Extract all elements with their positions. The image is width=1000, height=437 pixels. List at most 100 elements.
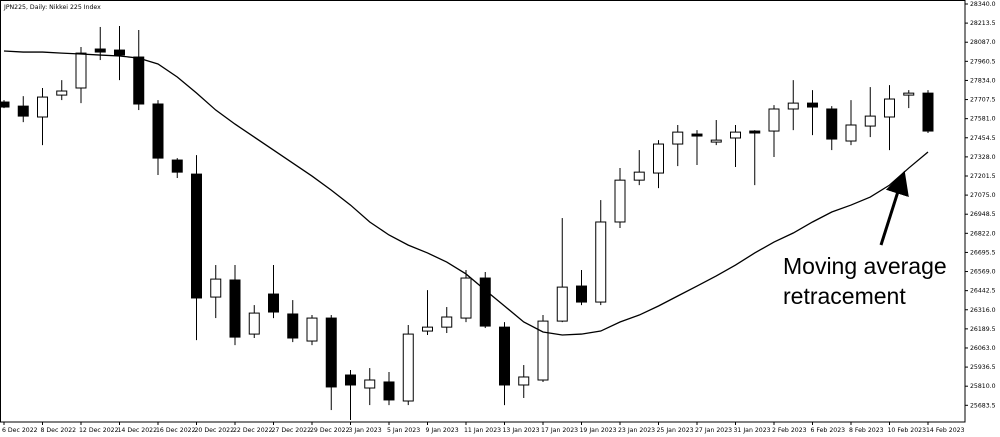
x-tick-label: 8 Dec 2022 [41,427,77,434]
y-tick-label: 26822.0 [970,230,996,237]
candle-body [383,381,395,401]
x-tick-label: 25 Jan 2023 [657,427,694,434]
annotation: Moving average [783,253,947,279]
x-tick-label: 6 Dec 2022 [2,427,38,434]
x-tick-label: 10 Feb 2023 [888,427,927,434]
y-tick-label: 28213.5 [970,20,996,27]
y-tick-label: 26695.5 [970,249,996,256]
x-tick-label: 14 Dec 2022 [118,427,158,434]
x-tick-label: 8 Feb 2023 [849,427,884,434]
candle-body [364,379,376,389]
candle-body [229,279,241,338]
candle-body [710,139,722,143]
y-tick-label: 28340.0 [970,1,996,8]
x-tick-label: 23 Jan 2023 [618,427,655,434]
y-tick-label: 27960.5 [970,58,996,65]
candle-body [903,92,915,96]
candle-body [749,130,761,134]
candle-body [807,102,818,108]
candle-body [922,92,934,132]
annotation-arrow [879,170,909,246]
plot-frame [0,0,966,423]
candle-body [576,285,587,303]
x-tick-label: 27 Dec 2022 [272,427,312,434]
candle-body [133,56,145,105]
candle-body [441,316,453,328]
x-tick-label: 6 Feb 2023 [811,427,846,434]
y-tick-label: 28087.0 [970,39,996,46]
y-tick-label: 26063.0 [970,345,996,352]
candle-body [248,312,260,335]
annotation: retracement [783,283,906,309]
x-tick-label: 19 Jan 2023 [580,427,617,434]
x-tick-label: 13 Jan 2023 [503,427,540,434]
y-tick-label: 27075.0 [970,192,996,199]
x-tick-label: 16 Dec 2022 [156,427,196,434]
candle-body [556,286,568,322]
plot-area [0,26,934,421]
candle-body [345,374,356,386]
candle-body [730,131,741,139]
y-tick-label: 25810.0 [970,383,996,390]
x-tick-label: 27 Jan 2023 [695,427,732,434]
candle-body [94,48,106,53]
candle-body [17,105,29,117]
candle-body [537,320,549,381]
candle-body [268,293,279,313]
candle-body [672,131,684,145]
x-tick-label: 12 Dec 2022 [79,427,119,434]
candle-body [826,108,838,140]
y-tick-label: 26569.0 [970,269,996,276]
candle-body [768,108,780,132]
candle-body [422,326,433,332]
candle-body [787,102,799,110]
y-tick-label: 26948.5 [970,211,996,218]
candle-body [691,133,703,137]
candle-body [56,90,68,96]
x-tick-label: 11 Jan 2023 [464,427,501,434]
candle-body [402,333,414,402]
x-tick-label: 14 Feb 2023 [926,427,965,434]
x-tick-label: 31 Jan 2023 [734,427,771,434]
y-tick-label: 27454.5 [970,135,996,142]
candle-body [210,278,222,298]
candle-body [152,103,164,159]
candle-body [518,376,530,386]
y-tick-label: 27201.5 [970,173,996,180]
x-tick-label: 3 Jan 2023 [349,427,382,434]
x-tick-label: 17 Jan 2023 [541,427,578,434]
chart-title: JPN225, Daily: Nikkei 225 Index [3,4,101,11]
y-tick-label: 27328.0 [970,154,996,161]
candle-body [37,96,48,118]
candle-body [614,179,626,223]
x-tick-label: 9 Jan 2023 [426,427,459,434]
y-tick-label: 27581.0 [970,116,996,123]
x-tick-label: 20 Dec 2022 [195,427,235,434]
candle-body [287,313,299,339]
y-tick-label: 25936.5 [970,364,996,371]
x-tick-label: 29 Dec 2022 [310,427,350,434]
y-tick-label: 27707.5 [970,97,996,104]
x-tick-label: 22 Dec 2022 [233,427,273,434]
candle-body [191,173,202,299]
candle-body [845,124,857,142]
candle-body [171,159,183,173]
y-tick-label: 26316.0 [970,307,996,314]
candle-body [864,115,876,127]
moving-average-line [3,50,929,336]
candle-body [325,317,337,388]
candle-body [595,221,607,303]
y-tick-label: 26442.5 [970,288,996,295]
candle-body [884,98,895,118]
candle-body [653,143,664,174]
candle-body [75,52,87,89]
candle-body [306,317,318,342]
y-tick-label: 27834.0 [970,77,996,84]
y-tick-label: 26189.5 [970,326,996,333]
candle-body [479,277,491,327]
candle-body [633,171,645,181]
candle-body [499,326,510,386]
x-tick-label: 2 Feb 2023 [772,427,807,434]
y-tick-label: 25683.5 [970,402,996,409]
